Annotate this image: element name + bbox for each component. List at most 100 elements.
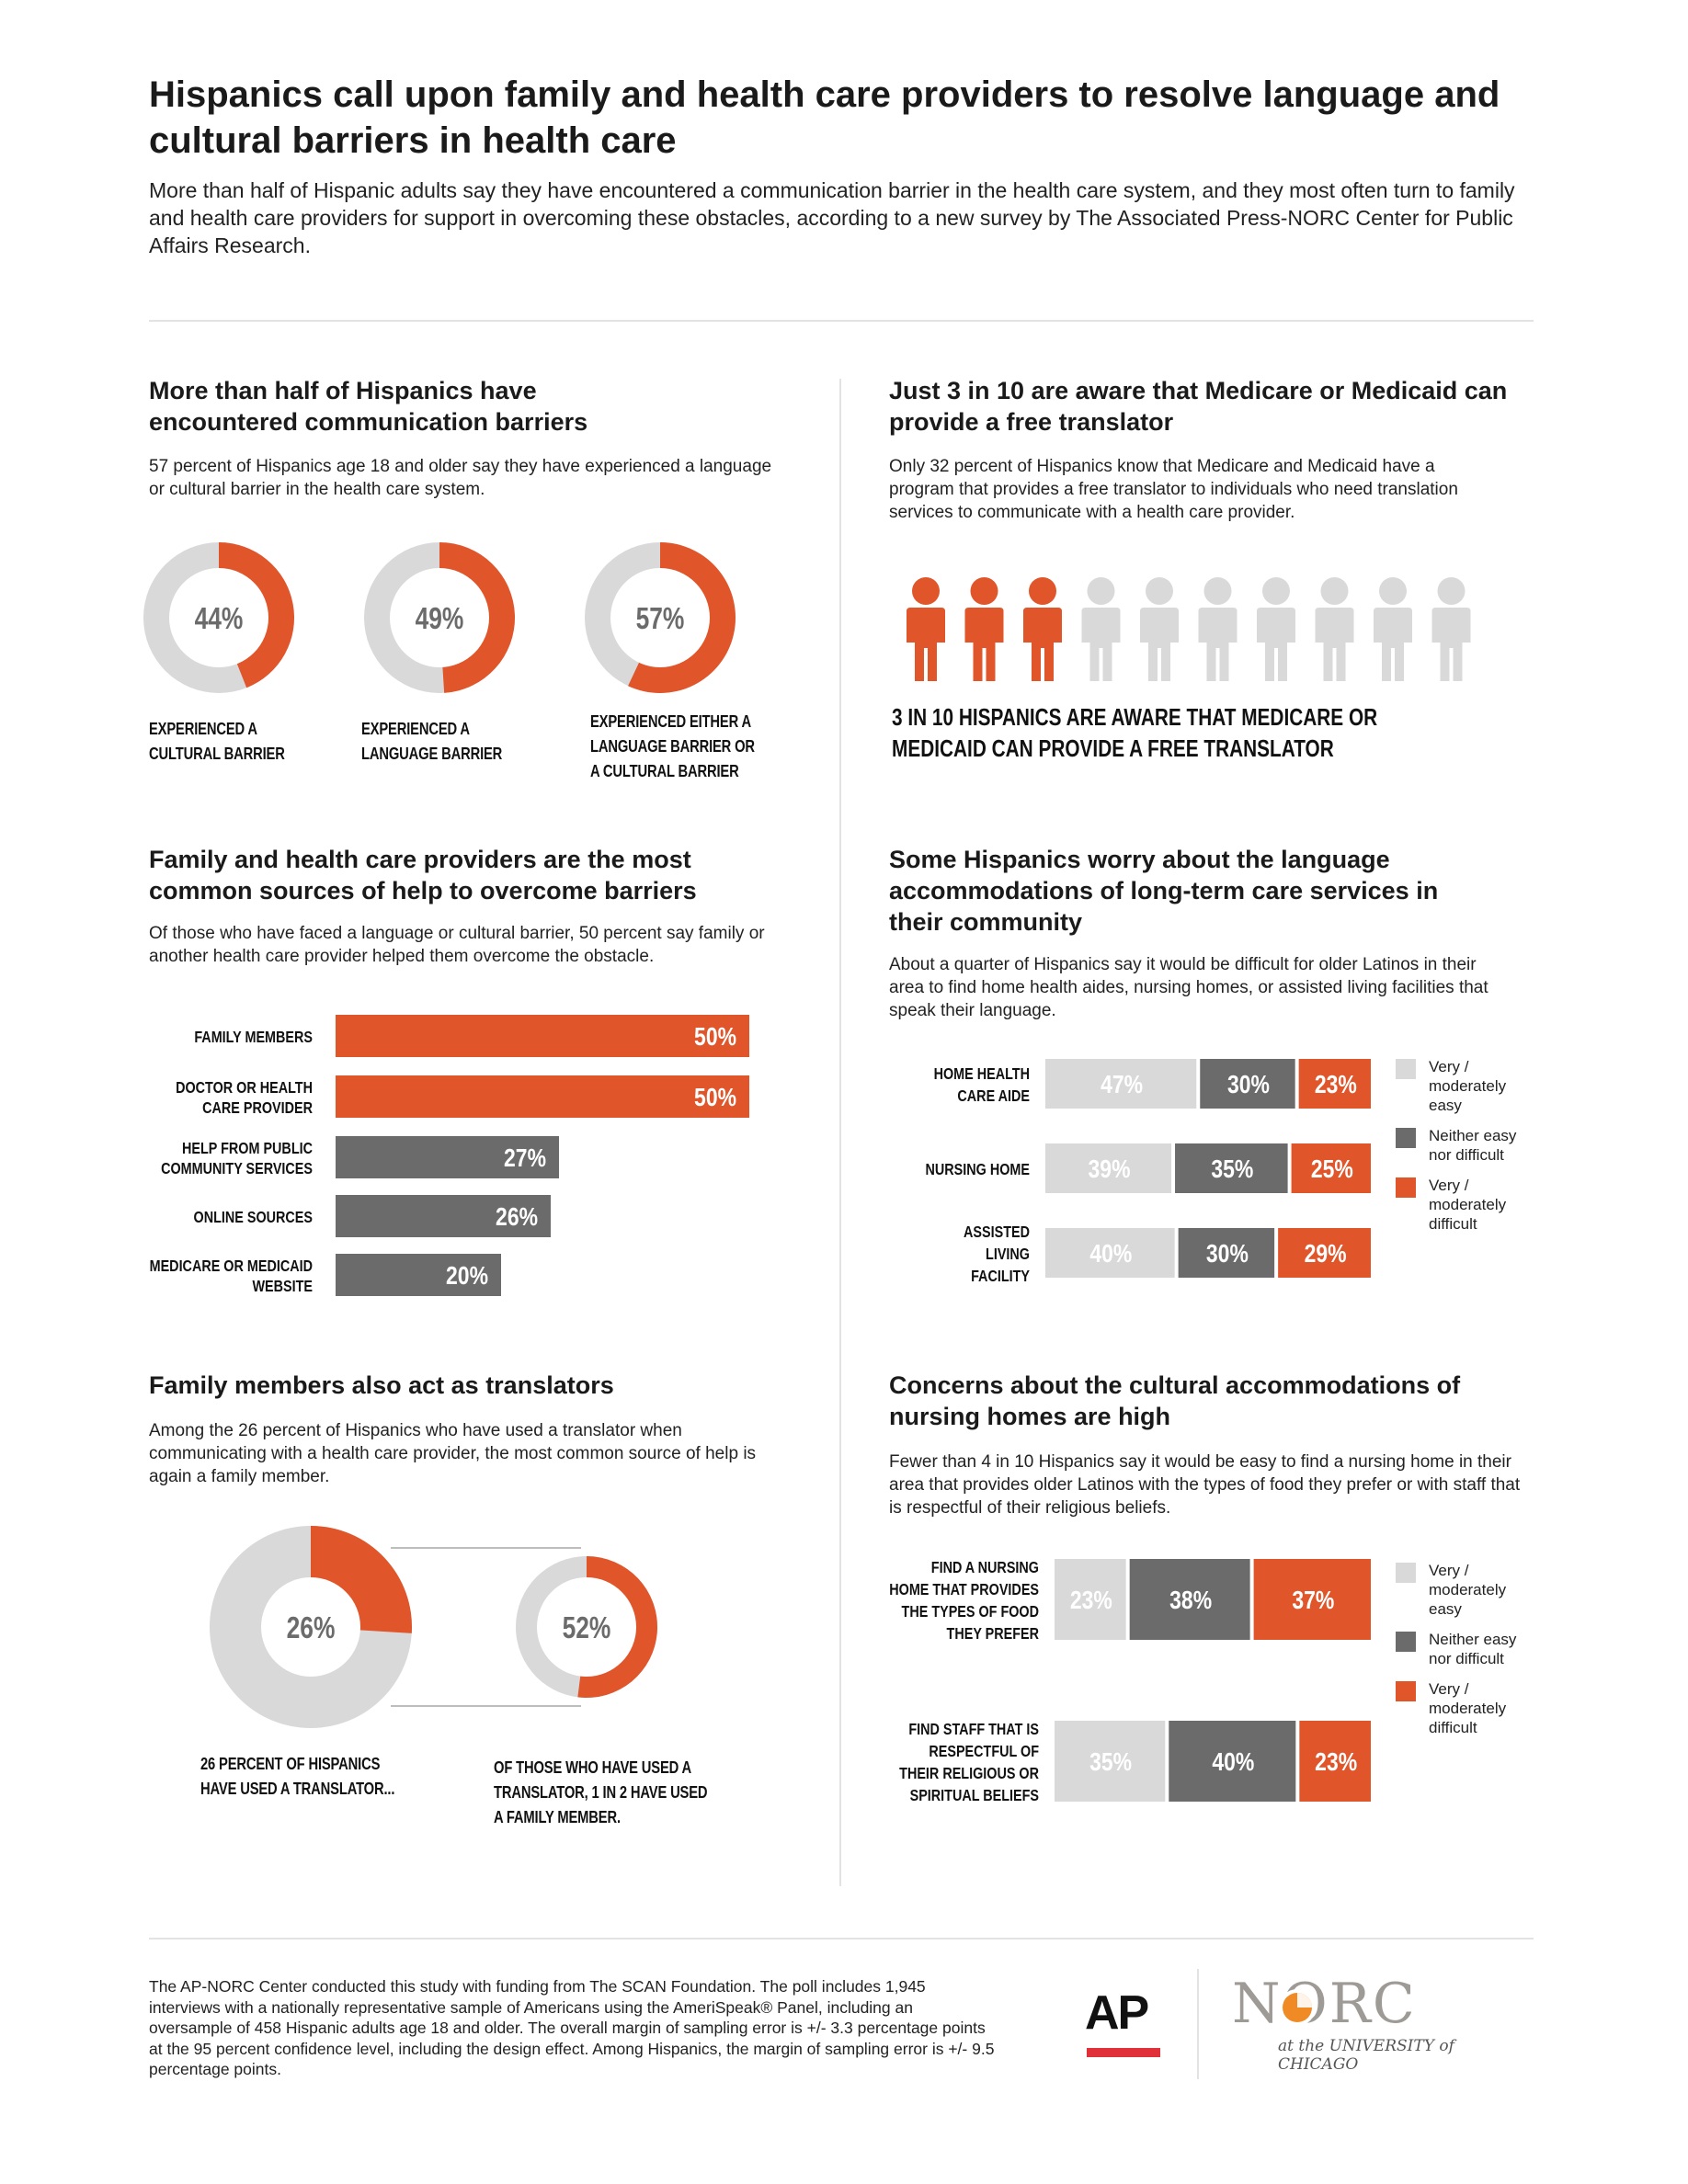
stacked-segment (1200, 1059, 1295, 1109)
section4-title: Some Hispanics worry about the language … (889, 846, 1439, 936)
stacked-segment-value: 30% (1206, 1240, 1249, 1268)
person-icon (1140, 577, 1179, 681)
source-bar (336, 1015, 749, 1057)
barrier-donut-1: 44% (143, 542, 294, 693)
source-bar-value: 20% (446, 1262, 488, 1291)
person-icon (1315, 577, 1354, 681)
barrier-donuts: 44% 49% 57% (143, 542, 736, 693)
stacked-segment (1055, 1559, 1126, 1640)
stacked-segment-value: 35% (1211, 1155, 1253, 1184)
person-icon (1198, 577, 1237, 681)
header-divider (149, 320, 1534, 322)
source-category-label: COMMUNITY SERVICES (161, 1160, 313, 1178)
section6-title: Concerns about the cultural accommodatio… (889, 1371, 1461, 1430)
source-category-label: MEDICARE OR MEDICAID (150, 1257, 314, 1276)
stacked-category-label: SPIRITUAL BELIEFS (910, 1787, 1040, 1805)
section3-title: Family and health care providers are the… (149, 846, 697, 904)
legend-swatch-easy (1396, 1563, 1416, 1583)
source-category-label: HELP FROM PUBLIC (182, 1140, 313, 1158)
section5-title: Family members also act as translators (149, 1371, 614, 1399)
source-bar-value: 27% (504, 1144, 546, 1173)
source-bar (336, 1075, 749, 1118)
stacked-segment (1278, 1228, 1371, 1278)
section1-text: 57 percent of Hispanics age 18 and older… (149, 457, 772, 499)
barrier-donut-2: 49% (364, 542, 515, 693)
person-icon (1081, 577, 1121, 681)
methodology-text: The AP-NORC Center conducted this study … (149, 1977, 995, 2078)
stacked-segment-value: 29% (1305, 1240, 1347, 1268)
translator-donut-2: 52% (516, 1556, 657, 1698)
translator-donuts: 26% 52% (210, 1526, 657, 1728)
source-category-label: DOCTOR OR HEALTH (176, 1079, 313, 1098)
stacked-segment-value: 40% (1212, 1748, 1254, 1777)
stacked-segment-value: 23% (1070, 1587, 1112, 1615)
stacked-segment (1045, 1143, 1172, 1193)
legend-item-difficult: Very / moderately difficult (1396, 1679, 1543, 1737)
column-divider (839, 379, 841, 1886)
person-icon (1023, 577, 1062, 681)
donut-caption-1: Experienced a cultural barrier (149, 720, 285, 763)
source-category-label: CARE PROVIDER (202, 1099, 313, 1118)
stacked-segment-value: 23% (1315, 1748, 1357, 1777)
language-stacked-chart: 47% 30% 23% HOME HEALTH CARE AIDE 39% 35% 25% NU… (926, 1059, 1371, 1286)
ap-logo: AP (1085, 1986, 1149, 2040)
legend-item-neither: Neither easy nor difficult (1396, 1630, 1543, 1668)
translator-donut-2-hole (537, 1577, 636, 1677)
legend-label-neither: Neither easy nor difficult (1429, 1631, 1517, 1667)
person-icon (964, 577, 1004, 681)
stacked-category-label: THEY PREFER (947, 1625, 1040, 1644)
intro-text: More than half of Hispanic adults say th… (149, 178, 1515, 257)
stacked-segment-value: 30% (1227, 1071, 1270, 1099)
translator-donut-1: 26% (210, 1526, 412, 1728)
stacked-segment-value: 39% (1089, 1155, 1131, 1184)
people-pictograph (907, 577, 1471, 681)
person-icon (907, 577, 945, 681)
source-bar (336, 1254, 501, 1296)
barrier-donut-3: 57% (585, 542, 736, 693)
stacked-category-label: HOME HEALTH (934, 1065, 1030, 1084)
translator-caption-2: Of those who have used a translator, 1 i… (494, 1758, 708, 1826)
source-bar (336, 1195, 551, 1237)
person-icon (1257, 577, 1295, 681)
source-category-label: ONLINE SOURCES (194, 1209, 314, 1227)
legend-swatch-neither (1396, 1632, 1416, 1652)
stacked-segment (1045, 1059, 1197, 1109)
stacked-segment (1045, 1228, 1175, 1278)
legend-label-easy: Very / moderately easy (1429, 1562, 1507, 1618)
stacked-segment (1298, 1059, 1371, 1109)
section1-title: More than half of Hispanics have encount… (149, 377, 588, 436)
donut-caption-3: Experienced either a language barrier or… (590, 712, 755, 780)
sources-bar-chart: 50% FAMILY MEMBERS 50% DOCTOR OR HEALTHCARE… (150, 1015, 749, 1296)
legend-item-easy: Very / moderately easy (1396, 1057, 1543, 1115)
stacked-category-label: FIND A NURSING (931, 1559, 1039, 1577)
pictograph-caption: 3 in 10 Hispanics are aware that Medicar… (892, 703, 1378, 762)
translator-caption-1: 26 percent of Hispanics have used a tran… (200, 1755, 395, 1798)
section2-text: Only 32 percent of Hispanics know that M… (889, 457, 1458, 522)
donut-caption-2: Experienced a language barrier (361, 720, 503, 763)
stacked-segment (1299, 1721, 1371, 1802)
legend-swatch-difficult (1396, 1177, 1416, 1198)
stacked-category-label: FACILITY (971, 1268, 1030, 1286)
source-bar-value: 50% (694, 1084, 736, 1112)
legend-label-neither: Neither easy nor difficult (1429, 1127, 1517, 1164)
barrier-donut-2-hole (390, 568, 489, 667)
barrier-donut-3-label: 57% (636, 602, 685, 635)
legend-label-difficult: Very / moderately difficult (1429, 1680, 1507, 1736)
norc-sun-icon (1279, 1989, 1316, 2026)
translator-donut-2-label: 52% (563, 1611, 611, 1644)
stacked-segment (1178, 1228, 1275, 1278)
section6-text: Fewer than 4 in 10 Hispanics say it woul… (889, 1452, 1521, 1518)
stacked-segment-value: 35% (1089, 1748, 1132, 1777)
person-icon (1431, 577, 1471, 681)
stacked-category-label: THEIR RELIGIOUS OR (899, 1765, 1039, 1783)
translator-donut-1-hole (261, 1577, 360, 1677)
legend-item-neither: Neither easy nor difficult (1396, 1126, 1543, 1165)
barrier-donut-3-hole (610, 568, 710, 667)
source-category-label: FAMILY MEMBERS (194, 1029, 313, 1047)
stacked-segment (1169, 1721, 1296, 1802)
source-bar (336, 1136, 559, 1178)
legend-swatch-difficult (1396, 1681, 1416, 1701)
stacked-segment-value: 37% (1292, 1587, 1334, 1615)
stacked-segment-value: 38% (1169, 1587, 1212, 1615)
person-icon (1374, 577, 1412, 681)
